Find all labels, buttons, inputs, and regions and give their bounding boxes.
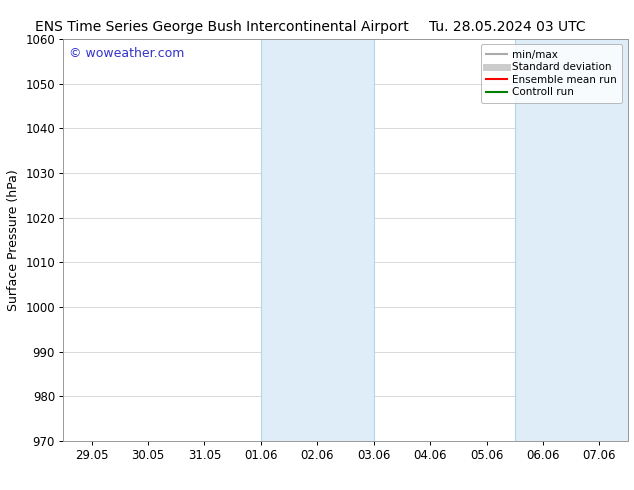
Text: ENS Time Series George Bush Intercontinental Airport: ENS Time Series George Bush Intercontine… bbox=[35, 20, 409, 34]
Text: Tu. 28.05.2024 03 UTC: Tu. 28.05.2024 03 UTC bbox=[429, 20, 586, 34]
Bar bbox=[261, 39, 374, 441]
Text: © woweather.com: © woweather.com bbox=[69, 47, 184, 60]
Y-axis label: Surface Pressure (hPa): Surface Pressure (hPa) bbox=[7, 169, 20, 311]
Bar bbox=[515, 39, 628, 441]
Legend: min/max, Standard deviation, Ensemble mean run, Controll run: min/max, Standard deviation, Ensemble me… bbox=[481, 45, 623, 102]
